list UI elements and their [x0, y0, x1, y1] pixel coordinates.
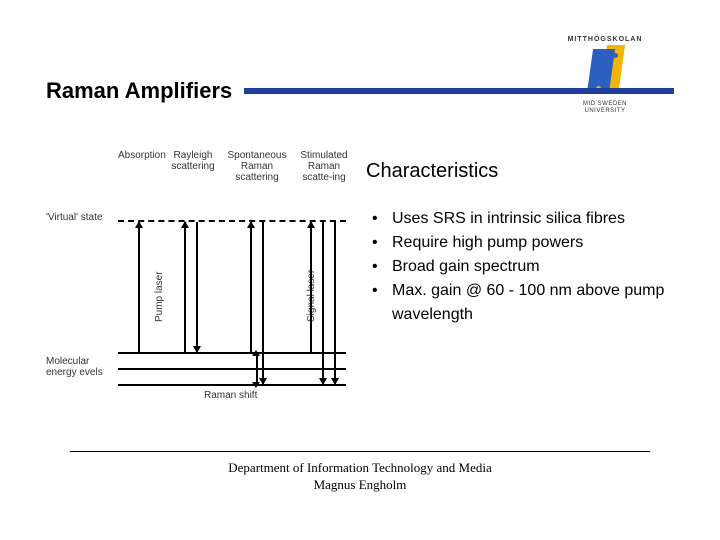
transition-arrow: [262, 222, 264, 384]
ground-level-line: [118, 352, 346, 354]
diagram-col-label: Rayleigh scattering: [168, 150, 218, 172]
transition-arrow: [196, 222, 198, 352]
ground-level-line: [118, 384, 346, 386]
transition-arrow: [334, 222, 336, 384]
pump-laser-label: Pump laser: [154, 271, 165, 322]
diagram-col-label: Stimulated Raman scatte-ing: [296, 150, 352, 183]
raman-shift-label: Raman shift: [204, 390, 257, 401]
footer-dept: Department of Information Technology and…: [0, 460, 720, 477]
list-item: Broad gain spectrum: [372, 255, 674, 279]
list-item: Uses SRS in intrinsic silica fibres: [372, 207, 674, 231]
diagram-row-label: Molecular energy evels: [46, 356, 106, 378]
diagram-col-label: Absorption: [118, 150, 162, 161]
footer-author: Magnus Engholm: [0, 477, 720, 494]
ground-level-line: [118, 368, 346, 370]
footer-rule: [70, 451, 650, 452]
slide-header: Raman Amplifiers: [46, 78, 674, 104]
page-title: Raman Amplifiers: [46, 78, 232, 104]
transition-arrow: [310, 222, 312, 352]
transition-arrow: [184, 222, 186, 352]
diagram-col-label: Spontaneous Raman scattering: [224, 150, 290, 183]
diagram-row-label: 'Virtual' state: [46, 212, 102, 223]
section-heading: Characteristics: [366, 160, 674, 183]
raman-shift-arrow: [256, 354, 258, 384]
transition-arrow: [322, 222, 324, 384]
arrowhead-icon: [252, 350, 260, 356]
slide-content: Absorption Rayleigh scattering Spontaneo…: [46, 150, 674, 410]
slide-footer: Department of Information Technology and…: [0, 451, 720, 494]
bullet-list: Uses SRS in intrinsic silica fibres Requ…: [366, 207, 674, 327]
list-item: Require high pump powers: [372, 231, 674, 255]
logo-top-text: MITTHÖGSKOLAN: [568, 36, 643, 43]
transition-arrow: [138, 222, 140, 352]
title-rule: [244, 88, 674, 94]
characteristics-panel: Characteristics Uses SRS in intrinsic si…: [366, 150, 674, 410]
transition-arrow: [250, 222, 252, 352]
energy-level-diagram: Absorption Rayleigh scattering Spontaneo…: [46, 150, 346, 410]
list-item: Max. gain @ 60 - 100 nm above pump wavel…: [372, 279, 674, 327]
